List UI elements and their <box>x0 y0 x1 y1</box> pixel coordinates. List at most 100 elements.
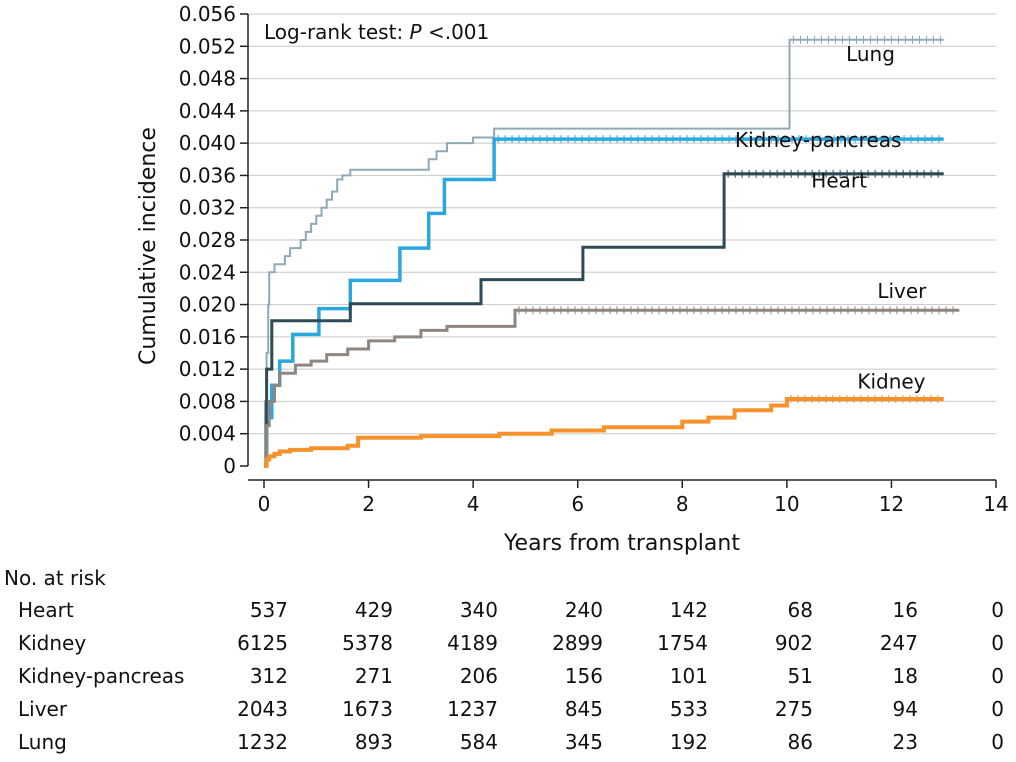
risk-row: Liver 2043 1673 1237 845 533 275 94 0 <box>0 697 1016 727</box>
series-line-heart <box>264 172 944 468</box>
risk-cell: 275 <box>774 697 813 721</box>
y-tick-label: 0.040 <box>179 131 236 155</box>
y-tick-label: 0.044 <box>179 99 236 123</box>
risk-row: Heart 537 429 340 240 142 68 16 0 <box>0 598 1016 628</box>
risk-cell: 6125 <box>237 631 288 655</box>
x-tick-labels: 0 2 4 6 8 10 12 14 <box>258 492 1009 516</box>
risk-cell: 533 <box>669 697 708 721</box>
y-tick-label: 0.032 <box>179 196 236 220</box>
risk-row: Lung 1232 893 584 345 192 86 23 0 <box>0 730 1016 760</box>
risk-cell: 247 <box>879 631 918 655</box>
risk-cell: 240 <box>564 598 603 622</box>
log-rank-annotation: Log-rank test: P <.001 <box>264 20 489 44</box>
risk-cell: 86 <box>787 730 813 754</box>
y-tick-label: 0.028 <box>179 228 236 252</box>
x-tick-label: 8 <box>676 492 689 516</box>
y-tick-label: 0.008 <box>179 389 236 413</box>
y-axis-title: Cumulative incidence <box>136 127 161 365</box>
risk-cell: 429 <box>354 598 393 622</box>
risk-table-title: No. at risk <box>4 566 106 590</box>
y-tick-label: 0.020 <box>179 293 236 317</box>
x-tick-label: 4 <box>467 492 480 516</box>
risk-cell: 340 <box>459 598 498 622</box>
y-tick-label: 0.056 <box>179 2 236 26</box>
series-labels: Lung Kidney-pancreas Heart Liver Kidney <box>735 42 927 394</box>
x-tick-label: 0 <box>258 492 271 516</box>
risk-cell: 584 <box>459 730 498 754</box>
y-tick-label: 0.012 <box>179 357 236 381</box>
series-label-lung: Lung <box>846 42 895 66</box>
series-label-liver: Liver <box>877 279 927 303</box>
risk-row: Kidney 6125 5378 4189 2899 1754 902 247 0 <box>0 631 1016 661</box>
annotation-prefix: Log-rank test: <box>264 20 410 44</box>
series-line-lung <box>264 38 944 467</box>
x-axis-title: Years from transplant <box>503 531 740 556</box>
series-label-kidney: Kidney <box>857 370 925 394</box>
y-tick-label: 0.016 <box>179 325 236 349</box>
y-tick-label: 0.024 <box>179 260 236 284</box>
risk-cell: 0 <box>991 631 1004 655</box>
annotation-suffix: <.001 <box>422 20 490 44</box>
risk-cell: 0 <box>991 598 1004 622</box>
cumulative-incidence-chart: 0 0.004 0.008 0.012 0.016 0.020 0.024 0.028 0.03… <box>136 2 1009 556</box>
risk-cell: 0 <box>991 697 1004 721</box>
risk-cell: 156 <box>564 664 603 688</box>
x-tick-label: 14 <box>983 492 1008 516</box>
x-tick-label: 6 <box>571 492 584 516</box>
y-tick-label: 0.048 <box>179 67 236 91</box>
censor-marks-kidney-pancreas <box>497 135 940 144</box>
risk-cell: 345 <box>564 730 603 754</box>
axes <box>240 13 997 488</box>
y-tick-label: 0 <box>223 454 236 478</box>
risk-cell: 1673 <box>342 697 393 721</box>
risk-cell: 206 <box>459 664 498 688</box>
risk-cell: 192 <box>669 730 708 754</box>
risk-cell: 4189 <box>447 631 498 655</box>
risk-cell: 0 <box>991 664 1004 688</box>
risk-cell: 94 <box>892 697 918 721</box>
x-tick-label: 10 <box>774 492 799 516</box>
censor-marks-lung <box>792 35 941 44</box>
series-layer <box>264 35 960 468</box>
risk-cell: 0 <box>991 730 1004 754</box>
x-tick-label: 12 <box>879 492 904 516</box>
series-line-liver <box>264 308 960 468</box>
y-tick-label: 0.004 <box>179 422 236 446</box>
risk-row-label: Kidney <box>18 631 87 655</box>
y-tick-labels: 0 0.004 0.008 0.012 0.016 0.020 0.024 0.028 0.03… <box>179 2 236 478</box>
risk-cell: 271 <box>354 664 393 688</box>
risk-cell: 1237 <box>447 697 498 721</box>
annotation-p: P <box>410 20 423 44</box>
risk-row-label: Liver <box>18 697 68 721</box>
risk-cell: 23 <box>892 730 918 754</box>
risk-cell: 16 <box>892 598 918 622</box>
y-tick-label: 0.036 <box>179 163 236 187</box>
risk-row-label: Lung <box>18 730 67 754</box>
risk-cell: 893 <box>354 730 393 754</box>
risk-cell: 312 <box>249 664 288 688</box>
risk-cell: 142 <box>669 598 708 622</box>
series-label-heart: Heart <box>811 169 867 193</box>
censor-marks-liver <box>518 306 954 315</box>
risk-cell: 1232 <box>237 730 288 754</box>
risk-cell: 845 <box>564 697 603 721</box>
x-tick-label: 2 <box>362 492 375 516</box>
risk-row-label: Heart <box>18 598 74 622</box>
risk-cell: 101 <box>669 664 708 688</box>
risk-cell: 18 <box>892 664 918 688</box>
censor-marks-heart <box>727 169 939 178</box>
censor-marks-kidney <box>790 395 939 404</box>
risk-cell: 5378 <box>342 631 393 655</box>
risk-row-label: Kidney-pancreas <box>18 664 185 688</box>
risk-cell: 51 <box>787 664 813 688</box>
risk-cell: 1754 <box>657 631 708 655</box>
risk-cell: 902 <box>774 631 813 655</box>
series-label-kidney-pancreas: Kidney-pancreas <box>735 128 901 152</box>
risk-cell: 2043 <box>237 697 288 721</box>
risk-cell: 2899 <box>552 631 603 655</box>
grid-lines <box>248 13 996 435</box>
series-line-kidney <box>264 397 944 468</box>
risk-row: Kidney-pancreas 312 271 206 156 101 51 18 0 <box>0 664 1016 694</box>
risk-cell: 537 <box>249 598 288 622</box>
risk-cell: 68 <box>787 598 813 622</box>
